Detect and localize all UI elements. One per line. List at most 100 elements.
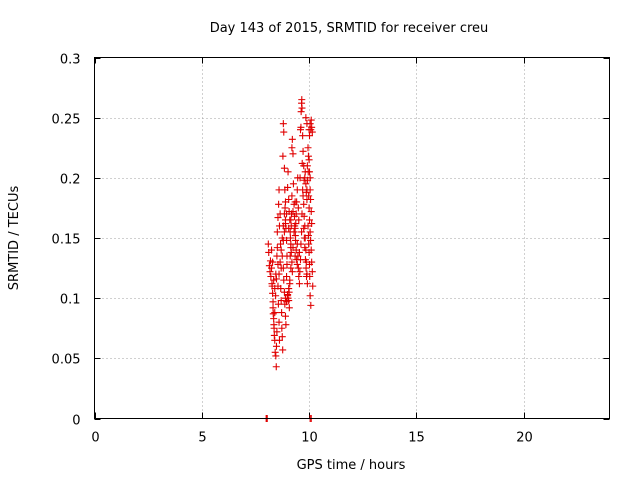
data-point	[268, 246, 276, 254]
data-point	[293, 260, 301, 268]
y-tick-label: 0.1	[60, 293, 81, 308]
data-point	[284, 168, 292, 176]
data-point	[305, 204, 313, 212]
data-point	[304, 176, 312, 184]
data-point	[289, 244, 297, 252]
data-point	[304, 168, 312, 176]
data-point	[297, 108, 305, 116]
data-point	[283, 298, 291, 306]
data-point	[305, 240, 313, 248]
data-point	[272, 275, 280, 283]
data-point	[279, 120, 287, 128]
data-point	[273, 244, 281, 252]
data-point	[270, 321, 278, 329]
data-point	[303, 162, 311, 170]
data-point	[306, 292, 314, 300]
data-point	[306, 132, 314, 140]
data-point	[295, 273, 303, 281]
data-point	[303, 280, 311, 288]
data-point	[307, 301, 315, 309]
axis-ticks	[94, 57, 610, 420]
data-point	[277, 264, 285, 272]
data-point	[264, 240, 272, 248]
data-point	[279, 152, 287, 160]
data-point	[274, 300, 282, 308]
data-point	[280, 128, 288, 136]
x-tick-label: 5	[198, 431, 206, 446]
data-point	[300, 200, 308, 208]
data-point	[269, 304, 277, 312]
data-point	[307, 208, 315, 216]
data-point	[283, 260, 291, 268]
data-point	[281, 198, 289, 206]
data-point	[277, 240, 285, 248]
data-point	[279, 222, 287, 230]
data-point	[305, 248, 313, 256]
data-point	[295, 280, 303, 288]
data-point	[285, 224, 293, 232]
data-point	[302, 114, 310, 122]
data-point	[289, 208, 297, 216]
data-point	[285, 285, 293, 293]
data-point	[297, 240, 305, 248]
data-point	[288, 144, 296, 152]
data-point	[296, 268, 304, 276]
data-point	[272, 342, 280, 350]
data-point	[307, 116, 315, 124]
data-point	[272, 363, 280, 371]
y-tick-label: 0	[72, 414, 80, 429]
data-point	[289, 180, 297, 188]
data-point	[305, 156, 313, 164]
data-point	[298, 96, 306, 104]
y-tick-label: 0.15	[52, 233, 81, 248]
data-point	[275, 318, 283, 326]
data-point	[278, 234, 286, 242]
data-point	[300, 212, 308, 220]
data-point	[307, 236, 315, 244]
data-point	[288, 192, 296, 200]
data-point	[279, 346, 287, 354]
data-point	[275, 336, 283, 344]
data-point	[286, 234, 294, 242]
data-point	[277, 246, 285, 254]
x-tick-label: 20	[516, 431, 533, 446]
data-point	[301, 244, 309, 252]
data-point	[306, 120, 314, 128]
data-point	[273, 328, 281, 336]
data-point	[280, 276, 288, 284]
data-point	[280, 164, 288, 172]
x-axis-label: GPS time / hours	[297, 458, 406, 473]
gridlines	[94, 57, 610, 419]
data-point	[273, 228, 281, 236]
y-tick-label: 0.25	[52, 113, 81, 128]
data-point	[288, 135, 296, 143]
plot-frame	[94, 57, 610, 419]
data-point	[284, 291, 292, 299]
data-point	[282, 321, 290, 329]
data-point	[309, 282, 317, 290]
data-point	[303, 186, 311, 194]
data-point	[290, 228, 298, 236]
data-point	[281, 204, 289, 212]
data-point	[288, 258, 296, 266]
data-point	[266, 268, 274, 276]
data-point	[276, 258, 284, 266]
data-point	[307, 195, 315, 203]
data-point	[283, 273, 291, 281]
data-point	[277, 297, 285, 305]
data-point	[298, 159, 306, 167]
chart-title: Day 143 of 2015, SRMTID for receiver cre…	[210, 21, 489, 36]
data-point	[304, 144, 312, 152]
data-point	[271, 309, 279, 317]
data-point	[278, 252, 286, 260]
data-point	[304, 232, 312, 240]
data-point	[308, 268, 316, 276]
data-point	[278, 333, 286, 341]
data-point	[305, 192, 313, 200]
data-point	[274, 282, 282, 290]
data-point	[286, 276, 294, 284]
data-point	[302, 264, 310, 272]
data-point	[308, 128, 316, 136]
data-point	[274, 214, 282, 222]
